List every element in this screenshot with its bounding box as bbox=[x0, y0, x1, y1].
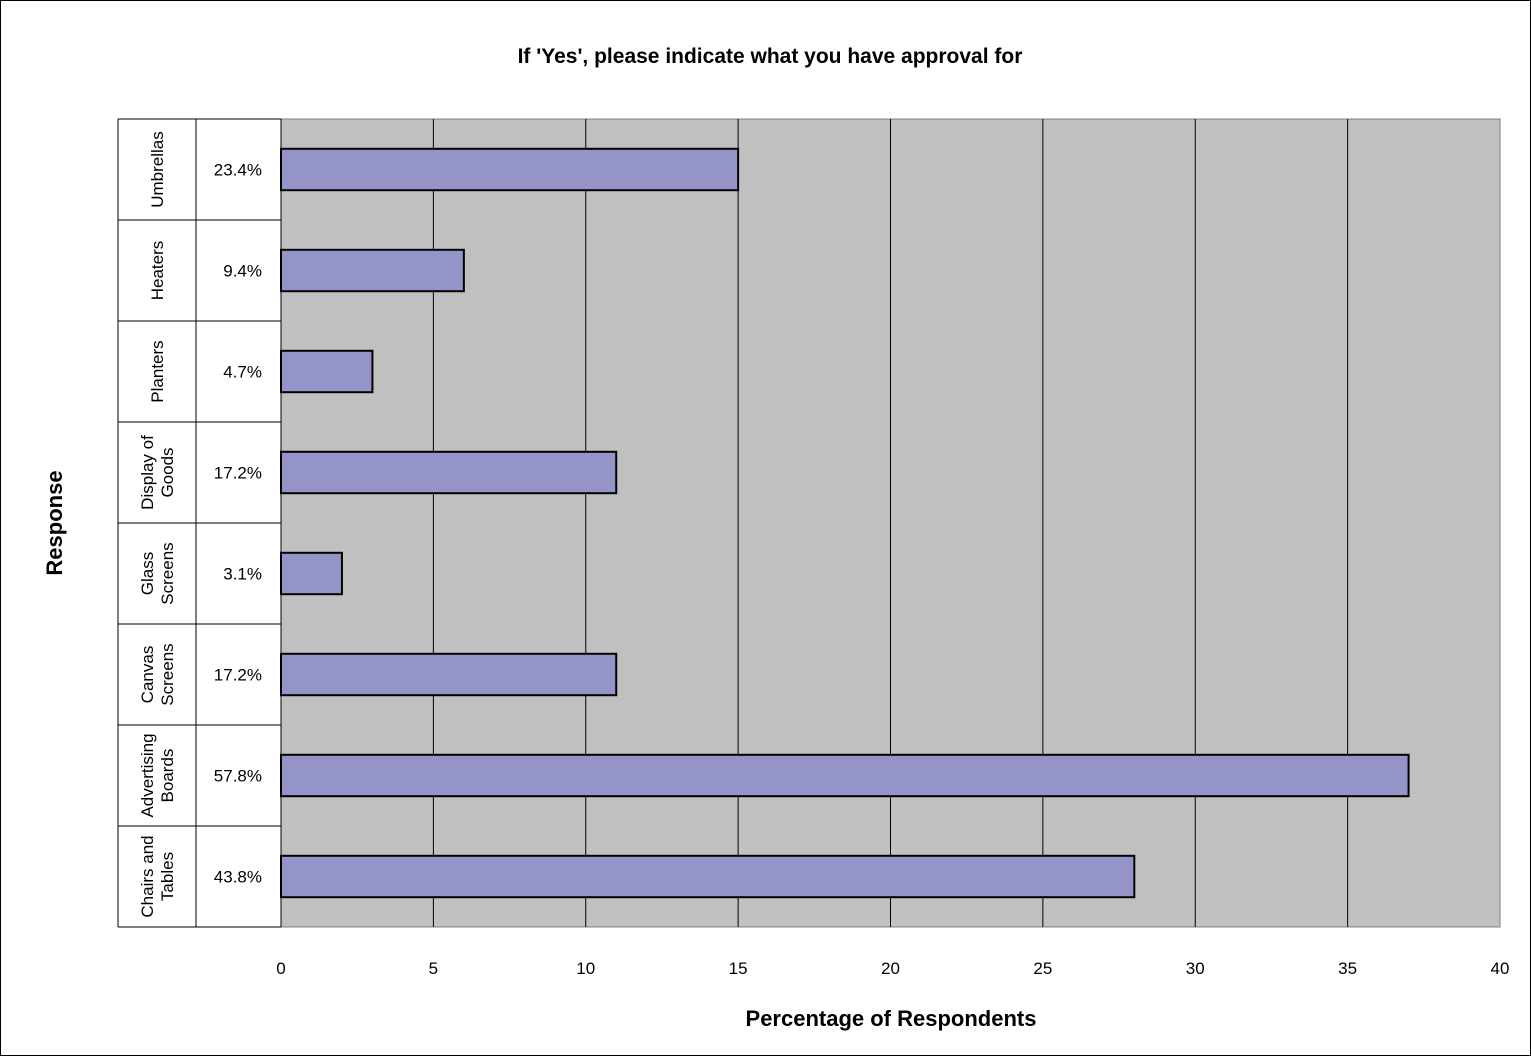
y-axis-title: Response bbox=[42, 470, 67, 575]
chart-title: If 'Yes', please indicate what you have … bbox=[518, 45, 1023, 68]
percent-label: 43.8% bbox=[214, 868, 262, 887]
category-row-dividers bbox=[117, 118, 281, 928]
x-tick-label: 30 bbox=[1186, 959, 1205, 978]
percent-label: 9.4% bbox=[223, 262, 262, 281]
bar bbox=[280, 349, 374, 394]
x-tick-label: 10 bbox=[576, 959, 595, 978]
category-label: Goods bbox=[158, 447, 177, 497]
category-label: Planters bbox=[148, 340, 167, 402]
percent-label: 57.8% bbox=[214, 767, 262, 786]
category-label: Advertising bbox=[138, 733, 157, 817]
x-tick-label: 15 bbox=[729, 959, 748, 978]
category-label: Screens bbox=[158, 643, 177, 705]
percent-label: 23.4% bbox=[214, 161, 262, 180]
category-labels: Umbrellas Heaters Planters Display of Goods G… bbox=[138, 131, 177, 917]
x-tick-label: 20 bbox=[881, 959, 900, 978]
x-axis-tick-labels: 0 5 10 15 20 25 30 35 40 bbox=[276, 959, 1509, 978]
category-label: Chairs and bbox=[138, 835, 157, 917]
percent-labels: 23.4% 9.4% 4.7% 17.2% 3.1% 17.2% 57.8% 43.8% bbox=[214, 161, 262, 887]
bar bbox=[280, 450, 618, 495]
bar bbox=[280, 854, 1136, 899]
category-label: Display of bbox=[138, 435, 157, 510]
percent-label: 17.2% bbox=[214, 464, 262, 483]
percent-label: 3.1% bbox=[223, 565, 262, 584]
x-tick-label: 35 bbox=[1338, 959, 1357, 978]
x-axis-title: Percentage of Respondents bbox=[746, 1006, 1037, 1031]
percent-label: 4.7% bbox=[223, 363, 262, 382]
x-tick-label: 25 bbox=[1033, 959, 1052, 978]
category-label: Boards bbox=[158, 749, 177, 803]
x-tick-label: 40 bbox=[1491, 959, 1510, 978]
percent-label: 17.2% bbox=[214, 666, 262, 685]
x-tick-label: 0 bbox=[276, 959, 285, 978]
category-label: Umbrellas bbox=[148, 131, 167, 208]
category-label: Screens bbox=[158, 542, 177, 604]
bar bbox=[280, 248, 465, 293]
x-tick-label: 5 bbox=[429, 959, 438, 978]
bar bbox=[280, 147, 740, 192]
category-label: Heaters bbox=[148, 241, 167, 301]
category-label: Glass bbox=[138, 552, 157, 595]
bar bbox=[280, 551, 343, 596]
category-label: Tables bbox=[158, 852, 177, 901]
bar bbox=[280, 753, 1410, 798]
bar bbox=[280, 652, 618, 697]
category-label: Canvas bbox=[138, 646, 157, 704]
